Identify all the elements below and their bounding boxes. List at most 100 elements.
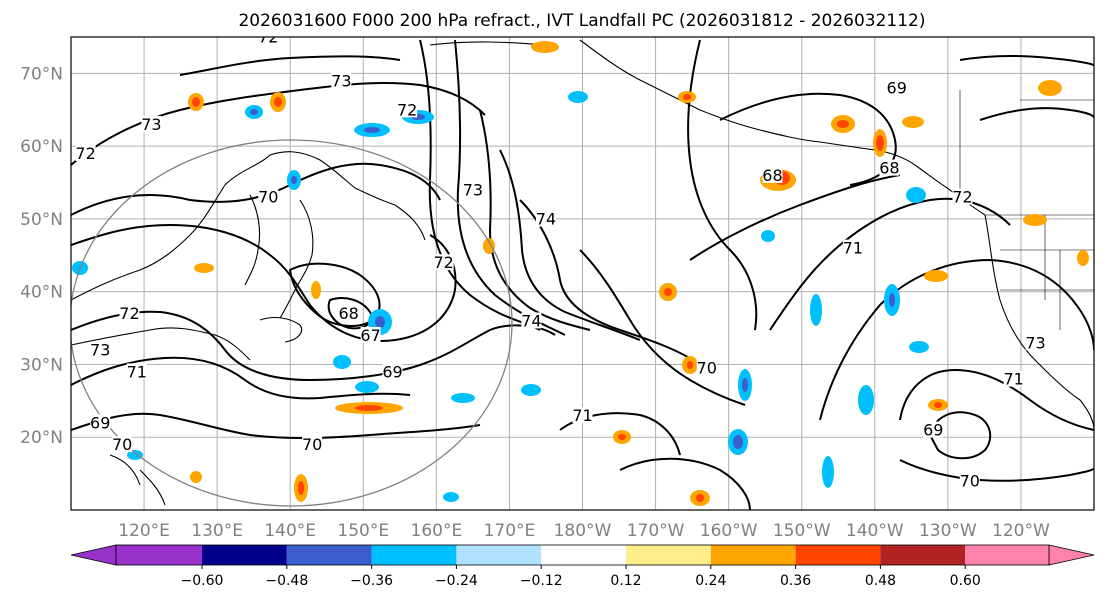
contour-label: 73 — [463, 180, 483, 199]
contour-label-bg — [1003, 370, 1024, 387]
coastlines — [71, 39, 1094, 506]
map-frame — [70, 36, 1095, 511]
contour-label-bg — [521, 312, 542, 329]
latitude-label: 70°N — [20, 64, 63, 84]
longitude-labels: 120°E 130°E 140°E 150°E 160°E 170°E 180°W 170°W… — [118, 521, 1050, 541]
longitude-label: 130°E — [191, 521, 243, 541]
longitude-label: 170°W — [627, 521, 685, 541]
colorbar-tick-label: −0.48 — [265, 573, 308, 589]
contour-label: 72 — [75, 144, 95, 163]
colorbar-segment — [286, 545, 372, 565]
contour-label-bg — [302, 436, 323, 453]
contour-label-bg — [879, 159, 900, 176]
contour-label: 68 — [879, 159, 899, 178]
colorbar-segment — [371, 545, 457, 565]
colorbar-segment — [795, 545, 881, 565]
contour-label: 71 — [127, 362, 147, 381]
contour-label: 70 — [258, 188, 278, 207]
contour-label-bg — [258, 188, 279, 205]
contour-label-bg — [842, 239, 863, 256]
colorbar-segment — [626, 545, 711, 565]
contour-label-bg — [141, 115, 162, 132]
contour-label: 68 — [338, 304, 358, 323]
region-circle — [71, 139, 513, 507]
longitude-label: 130°W — [919, 521, 977, 541]
contour-label-bg — [1025, 334, 1046, 351]
contour-label-bg — [126, 363, 147, 380]
contour-label: 72 — [119, 304, 139, 323]
contour-label-bg — [433, 254, 454, 271]
colorbar-tick-label: 0.48 — [865, 573, 896, 589]
figure-title: 2026031600 F000 200 hPa refract., IVT La… — [238, 11, 925, 31]
longitude-label: 150°W — [773, 521, 831, 541]
colorbar-extend-min — [70, 544, 117, 566]
colorbar-segment — [456, 545, 542, 565]
ivt-anomaly-shading — [72, 41, 1089, 506]
colorbar-tick-label: 0.12 — [610, 573, 641, 589]
contour-label: 69 — [382, 362, 402, 381]
longitude-label: 180°W — [554, 521, 612, 541]
contour-label-bg — [952, 188, 973, 205]
longitude-label: 150°E — [337, 521, 389, 541]
contour-label-bg — [886, 79, 907, 96]
colorbar-tick-label: 0.36 — [780, 573, 811, 589]
colorbar-segment — [710, 545, 796, 565]
contour-label-bg — [360, 326, 381, 343]
contour-label-bg — [90, 341, 111, 358]
latitude-label: 30°N — [20, 355, 63, 375]
contour-label: 72 — [258, 28, 278, 47]
contour-label: 73 — [90, 341, 110, 360]
contour-label: 74 — [521, 311, 541, 330]
latitude-labels: 70°N 60°N 50°N 40°N 30°N 20°N — [20, 64, 63, 448]
longitude-label: 170°E — [484, 521, 536, 541]
contour-label-bg — [397, 101, 418, 118]
contour-label: 72 — [397, 100, 417, 119]
contour-label: 69 — [923, 421, 943, 440]
contour-label: 70 — [697, 359, 717, 378]
contour-label-bg — [119, 305, 140, 322]
contour-label: 72 — [433, 253, 453, 272]
latitude-label: 40°N — [20, 283, 63, 303]
contour-label-bg — [696, 359, 717, 376]
longitude-label: 160°W — [700, 521, 758, 541]
colorbar-segment — [965, 545, 1049, 565]
contour-label: 68 — [762, 166, 782, 185]
colorbar-segment — [880, 545, 966, 565]
contour-label: 74 — [536, 210, 556, 229]
longitude-label: 140°E — [264, 521, 316, 541]
colorbar: −0.60 −0.48 −0.36 −0.24 −0.12 0.12 0.24 0.36 0.4… — [70, 544, 1095, 589]
contour-label: 71 — [572, 406, 592, 425]
longitude-label: 120°E — [118, 521, 170, 541]
contour-label: 70 — [302, 435, 322, 454]
colorbar-segment — [541, 545, 626, 565]
contour-label-bg — [112, 436, 133, 453]
contour-label-bg — [959, 472, 980, 489]
colorbar-tick-label: −0.60 — [181, 573, 224, 589]
colorbar-tick-label: −0.12 — [520, 573, 563, 589]
contour-label: 71 — [843, 239, 863, 258]
latitude-label: 50°N — [20, 210, 63, 230]
contour-label-bg — [338, 305, 359, 322]
colorbar-tick-label: 0.24 — [695, 573, 726, 589]
contour-label: 67 — [360, 326, 380, 345]
contour-label-bg — [923, 421, 944, 438]
contour-label: 69 — [887, 79, 907, 98]
contour-label: 73 — [141, 115, 161, 134]
colorbar-outline — [115, 544, 1050, 566]
contour-label: 69 — [90, 413, 110, 432]
longitude-label: 140°W — [846, 521, 904, 541]
colorbar-segment — [116, 545, 202, 565]
colorbar-segment — [202, 545, 287, 565]
longitude-label: 120°W — [992, 521, 1050, 541]
contour-label-bg — [258, 37, 279, 45]
contour-label: 72 — [952, 188, 972, 207]
contour-label-bg — [90, 414, 111, 431]
colorbar-tick-label: −0.36 — [350, 573, 393, 589]
contour-label-bg — [462, 181, 483, 198]
contour-label: 73 — [1025, 333, 1045, 352]
colorbar-extend-max — [1048, 544, 1095, 566]
contour-label-bg — [382, 363, 403, 380]
colorbar-tick-label: 0.60 — [950, 573, 981, 589]
